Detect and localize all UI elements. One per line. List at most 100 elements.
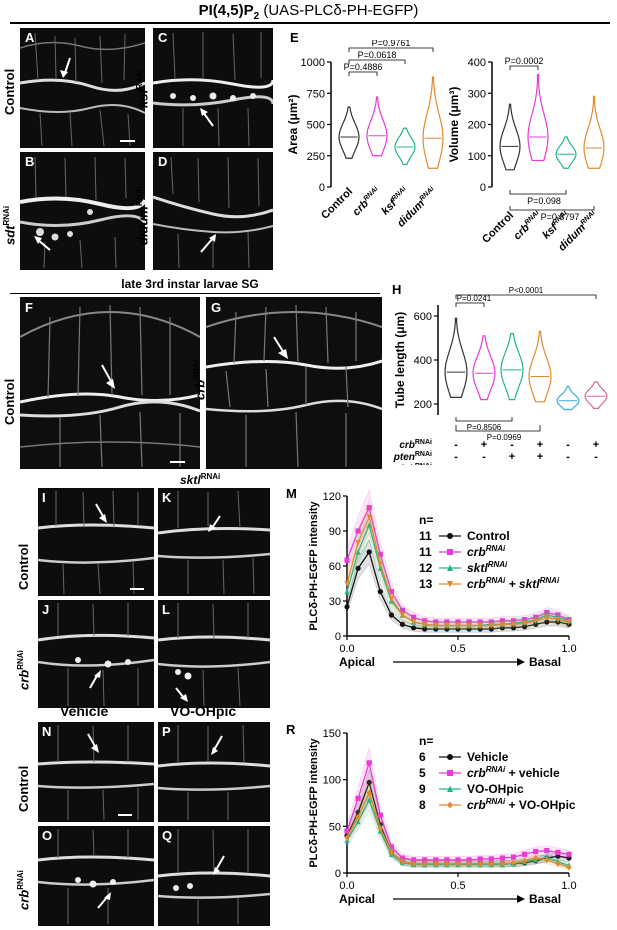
micrograph-o <box>38 826 154 926</box>
row-label-crb-g-text: crb <box>192 379 208 400</box>
series-marker <box>388 844 394 850</box>
y-tick-label: 90 <box>329 526 341 538</box>
series-marker <box>399 607 406 613</box>
p-bracket <box>348 47 434 52</box>
series-marker <box>510 859 517 866</box>
series-marker <box>455 622 461 629</box>
row-label-control-i-text: Control <box>16 543 31 590</box>
row-label-ksf: ksfRNAi <box>135 70 150 108</box>
micrograph-l <box>158 600 270 708</box>
y-tick-label: 1000 <box>301 57 325 69</box>
genotype-mark: + <box>537 439 543 451</box>
y-tick-label: 200 <box>468 120 486 132</box>
larvae-rule <box>10 293 380 294</box>
row-label-control-f-text: Control <box>2 378 17 425</box>
series-marker <box>555 849 561 856</box>
series-marker <box>355 528 361 534</box>
row-label-control-text: Control <box>2 68 17 115</box>
series-marker <box>422 857 428 863</box>
series-marker <box>447 533 453 539</box>
legend-label: crbRNAi + vehicle <box>467 765 560 780</box>
y-tick-label: 150 <box>323 728 341 740</box>
y-tick-label: 100 <box>468 151 486 163</box>
panel-label-b: B <box>25 154 35 169</box>
p-bracket <box>455 294 597 299</box>
genotype-mark: - <box>482 451 486 463</box>
x-tick-label: 1.0 <box>561 643 576 655</box>
series-marker <box>433 622 439 629</box>
series-marker <box>447 754 453 760</box>
row-label-control-f: Control <box>2 379 17 425</box>
row-label-control-i: Control <box>16 544 31 590</box>
apical-basal-arrowhead <box>517 895 525 903</box>
series-marker <box>444 857 450 863</box>
p-bracket <box>348 59 406 64</box>
chart-r: 0 50 100 150 0.0 0.5 1.0 PLCδ-PH-EGFP intensity… <box>308 728 577 906</box>
y-tick-label: 300 <box>468 88 486 100</box>
p-bracket <box>455 302 485 307</box>
series-marker <box>477 619 483 625</box>
row-label-crb-j: crbRNAi <box>16 650 31 690</box>
series-marker <box>566 619 572 626</box>
panel-label-d: D <box>158 154 168 169</box>
micrograph-f-image <box>20 297 200 469</box>
series-marker <box>544 856 550 864</box>
micrograph-g-image <box>206 297 382 469</box>
panel-label-a: A <box>25 30 35 45</box>
panel-label-j: J <box>42 602 50 617</box>
row-label-sdt: sdtRNAi <box>2 206 17 245</box>
y-tick-label: 100 <box>323 775 341 787</box>
p-bracket <box>455 417 513 422</box>
panel-label-c: C <box>158 30 168 45</box>
row-label-didum-sup: RNAi <box>135 186 144 206</box>
series-marker <box>477 856 483 862</box>
row-label-crb-j-sup: RNAi <box>16 650 25 670</box>
series-marker <box>344 557 350 563</box>
series-marker <box>422 621 428 628</box>
series-marker <box>411 614 417 620</box>
p-value-label: P=0.8797 <box>541 212 580 222</box>
violin <box>556 385 580 411</box>
series-marker <box>411 619 417 626</box>
legend-n-value: 12 <box>419 561 433 575</box>
micrograph-i <box>38 488 154 596</box>
y-tick-label: 200 <box>414 399 432 411</box>
genotype-mark: - <box>566 451 570 463</box>
micrograph-k <box>158 488 270 596</box>
row-label-crb-j-text: crb <box>16 669 32 690</box>
row-label-control-ad: Control <box>2 69 17 115</box>
series-marker <box>566 851 572 857</box>
larvae-header: late 3rd instar larvae SG <box>121 277 259 291</box>
p-bracket <box>509 65 539 70</box>
series-marker <box>377 551 383 557</box>
x-label-basal: Basal <box>529 655 561 669</box>
series-marker <box>366 505 372 511</box>
x-tick-label: 0.0 <box>339 880 354 892</box>
y-tick-label: 120 <box>323 491 341 503</box>
genotype-mark: + <box>593 439 599 451</box>
row-label-didum-text: didum <box>135 206 151 245</box>
figure-title: PI(4,5)P2 (UAS-PLCδ-PH-EGFP) <box>0 2 617 22</box>
panel-label-i: I <box>42 490 46 505</box>
micrograph-a <box>20 28 145 148</box>
series-marker <box>455 857 461 863</box>
series-marker <box>411 625 417 631</box>
violin <box>500 333 524 401</box>
legend-n-value: 11 <box>419 529 432 543</box>
micrograph-a-image <box>20 28 145 148</box>
p-value-label: P=0.8506 <box>467 423 502 432</box>
violin <box>528 330 552 403</box>
micrograph-g <box>206 297 382 469</box>
apical-basal-arrowhead <box>517 658 525 666</box>
title-rule <box>10 22 610 24</box>
series-marker <box>510 621 517 628</box>
series-marker <box>366 779 372 786</box>
y-tick-label: 750 <box>307 88 325 100</box>
legend-n-value: 6 <box>419 750 426 764</box>
genotype-mark: + <box>565 463 571 465</box>
series-marker <box>377 589 383 595</box>
series-marker <box>510 854 517 860</box>
series-marker <box>533 621 539 627</box>
series-marker <box>544 619 550 625</box>
